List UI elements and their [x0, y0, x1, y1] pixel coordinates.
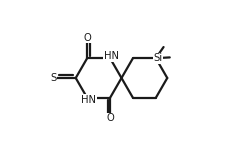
- Text: HN: HN: [103, 51, 118, 61]
- Text: S: S: [50, 73, 56, 83]
- Text: O: O: [83, 33, 91, 43]
- Text: O: O: [106, 113, 113, 123]
- Text: Si: Si: [153, 53, 162, 63]
- Text: HN: HN: [81, 95, 95, 105]
